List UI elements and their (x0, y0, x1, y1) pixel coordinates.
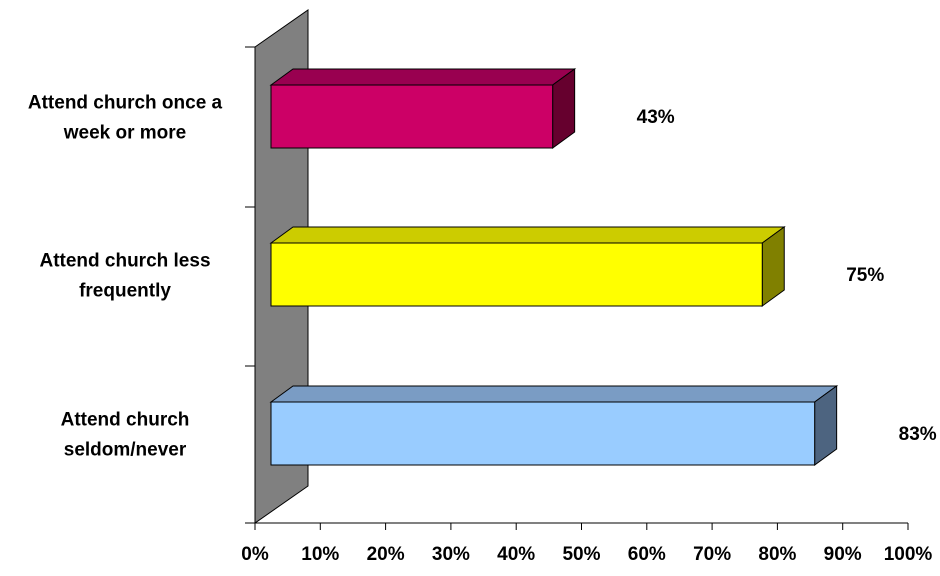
bar (269, 68, 577, 149)
x-tick-label: 100% (884, 544, 933, 565)
x-tick-label: 50% (562, 544, 600, 565)
bar-value-label: 83% (899, 424, 937, 445)
x-tick-label: 0% (241, 544, 269, 565)
bar (269, 385, 839, 466)
category-label: seldom/never (64, 440, 187, 461)
bar-front-face (270, 401, 816, 466)
category-label: week or more (63, 123, 187, 144)
bar-top-face (269, 226, 786, 244)
x-tick-label: 90% (824, 544, 862, 565)
bar-top-face (269, 68, 577, 86)
x-tick-label: 30% (432, 544, 470, 565)
x-tick-label: 40% (497, 544, 535, 565)
bar-top-face (269, 385, 839, 403)
x-tick-label: 70% (693, 544, 731, 565)
bar-front-face (270, 84, 554, 149)
category-label: frequently (79, 281, 171, 302)
x-tick-label: 20% (367, 544, 405, 565)
bar (269, 226, 786, 307)
x-tick-label: 10% (301, 544, 339, 565)
bar-value-label: 75% (846, 265, 884, 286)
bar-value-label: 43% (637, 107, 675, 128)
category-label: Attend church (61, 410, 190, 431)
x-tick-label: 80% (758, 544, 796, 565)
category-label: Attend church once a (28, 93, 223, 114)
category-label: Attend church less (39, 251, 210, 272)
bar-front-face (270, 242, 763, 307)
x-tick-label: 60% (628, 544, 666, 565)
